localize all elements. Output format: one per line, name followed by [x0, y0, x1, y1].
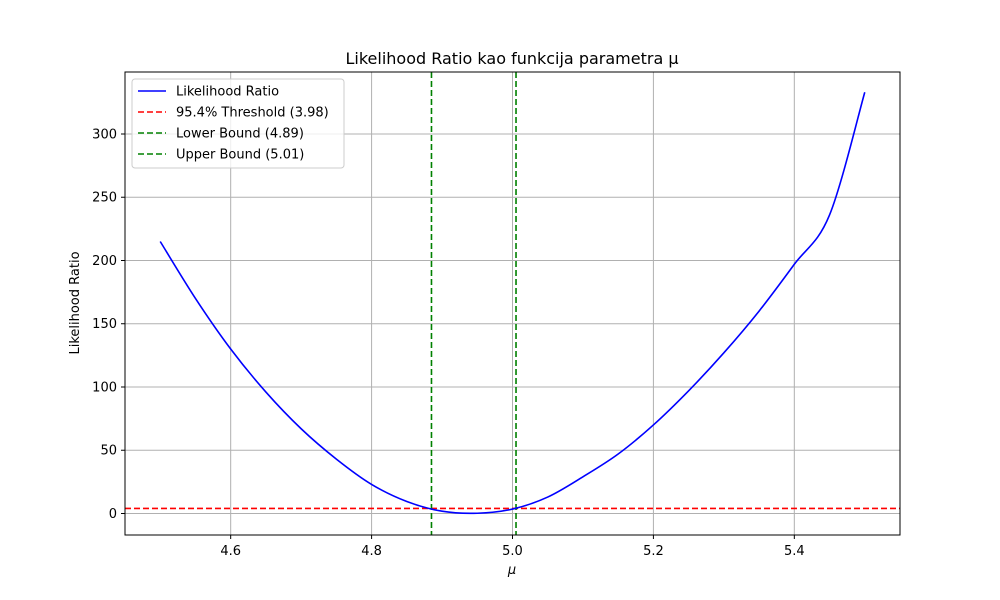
legend-label: Likelihood Ratio	[176, 85, 279, 100]
x-tick-label: 5.4	[784, 544, 805, 559]
y-tick-label: 250	[92, 191, 117, 206]
y-tick-label: 300	[92, 127, 117, 142]
legend-label: Upper Bound (5.01)	[176, 148, 304, 163]
y-ticks-layer: 0 50 100 150 200 250 300	[92, 127, 125, 522]
x-tick-label: 5.0	[502, 544, 523, 559]
legend: Likelihood Ratio 95.4% Threshold (3.98) Lo…	[131, 78, 345, 169]
x-axis-label: μ	[507, 563, 516, 578]
legend-label: 95.4% Threshold (3.98)	[176, 106, 329, 121]
x-ticks-layer: 4.6 4.8 5.0 5.2 5.4	[220, 535, 805, 559]
chart-title: Likelihood Ratio kao funkcija parametra …	[345, 49, 678, 68]
legend-label: Lower Bound (4.89)	[176, 127, 304, 142]
x-tick-label: 4.8	[361, 544, 382, 559]
y-axis-label: Likelihood Ratio	[68, 251, 83, 354]
y-tick-label: 150	[92, 317, 117, 332]
y-tick-label: 0	[109, 507, 117, 522]
y-tick-label: 200	[92, 254, 117, 269]
series-layer	[159, 92, 866, 515]
likelihood-ratio-line	[159, 92, 866, 515]
x-tick-label: 5.2	[643, 544, 664, 559]
legend-box	[131, 78, 345, 169]
y-tick-label: 100	[92, 380, 117, 395]
y-tick-label: 50	[100, 444, 117, 459]
x-tick-label: 4.6	[220, 544, 241, 559]
